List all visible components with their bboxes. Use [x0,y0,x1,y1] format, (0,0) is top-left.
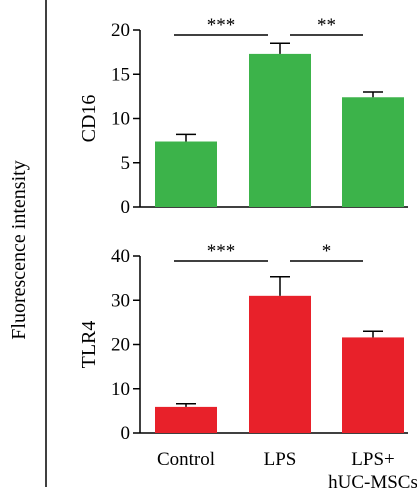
shared-y-axis-label: Fluorescence intensity [8,160,30,339]
y-tick-label: 20 [111,335,130,356]
significance-label: ** [317,15,336,36]
y-tick-label: 15 [111,64,130,85]
y-axis-label: CD16 [78,95,100,143]
y-tick-label: 40 [111,246,130,267]
bar-control [155,141,217,207]
x-tick-label: Control [157,449,215,470]
x-tick-label: LPS [264,449,297,470]
bar-control [155,406,217,433]
bar-lps [249,53,311,207]
y-tick-label: 10 [111,379,130,400]
x-tick-label: LPS+ [351,449,394,470]
significance-label: *** [207,241,236,262]
y-tick-label: 10 [111,109,130,130]
y-tick-label: 5 [121,153,131,174]
y-tick-label: 30 [111,290,130,311]
y-tick-label: 0 [121,423,131,444]
x-tick-label: hUC-MSCs [328,472,417,493]
bar-lps-huc-mscs [342,337,404,433]
bar-lps-huc-mscs [342,97,404,207]
significance-label: * [322,241,332,262]
significance-label: *** [207,15,236,36]
bar-lps [249,295,311,433]
y-tick-label: 20 [111,20,130,41]
y-axis-label: TLR4 [78,321,100,369]
y-tick-label: 0 [121,197,131,218]
